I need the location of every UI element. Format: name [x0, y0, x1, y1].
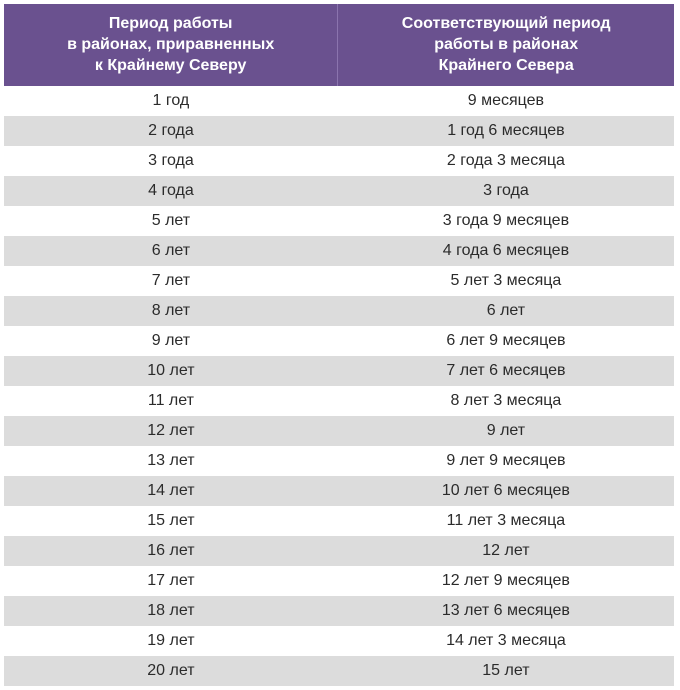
cell-equivalent: 6 лет — [338, 296, 674, 326]
table-row: 19 лет14 лет 3 месяца — [4, 626, 674, 656]
cell-period: 14 лет — [4, 476, 338, 506]
cell-equivalent: 3 года 9 месяцев — [338, 206, 674, 236]
cell-equivalent: 9 месяцев — [338, 86, 674, 116]
table-row: 10 лет7 лет 6 месяцев — [4, 356, 674, 386]
cell-period: 3 года — [4, 146, 338, 176]
cell-period: 16 лет — [4, 536, 338, 566]
conversion-table: Период работыв районах, приравненныхк Кр… — [4, 4, 674, 686]
cell-equivalent: 1 год 6 месяцев — [338, 116, 674, 146]
table-row: 4 года3 года — [4, 176, 674, 206]
cell-equivalent: 10 лет 6 месяцев — [338, 476, 674, 506]
header-col-1: Период работыв районах, приравненныхк Кр… — [4, 4, 338, 86]
header-col-2: Соответствующий периодработы в районахКр… — [338, 4, 674, 86]
table-row: 3 года2 года 3 месяца — [4, 146, 674, 176]
table-row: 1 год9 месяцев — [4, 86, 674, 116]
cell-equivalent: 12 лет 9 месяцев — [338, 566, 674, 596]
table-row: 12 лет9 лет — [4, 416, 674, 446]
cell-equivalent: 7 лет 6 месяцев — [338, 356, 674, 386]
cell-equivalent: 14 лет 3 месяца — [338, 626, 674, 656]
cell-period: 6 лет — [4, 236, 338, 266]
cell-equivalent: 8 лет 3 месяца — [338, 386, 674, 416]
cell-equivalent: 15 лет — [338, 656, 674, 686]
cell-equivalent: 11 лет 3 месяца — [338, 506, 674, 536]
table-row: 7 лет5 лет 3 месяца — [4, 266, 674, 296]
table-row: 11 лет8 лет 3 месяца — [4, 386, 674, 416]
table-row: 2 года1 год 6 месяцев — [4, 116, 674, 146]
cell-period: 5 лет — [4, 206, 338, 236]
table-row: 16 лет12 лет — [4, 536, 674, 566]
table-row: 17 лет12 лет 9 месяцев — [4, 566, 674, 596]
cell-period: 15 лет — [4, 506, 338, 536]
table-row: 20 лет15 лет — [4, 656, 674, 686]
cell-equivalent: 3 года — [338, 176, 674, 206]
table-header: Период работыв районах, приравненныхк Кр… — [4, 4, 674, 86]
cell-period: 11 лет — [4, 386, 338, 416]
cell-equivalent: 12 лет — [338, 536, 674, 566]
table-row: 13 лет9 лет 9 месяцев — [4, 446, 674, 476]
cell-equivalent: 5 лет 3 месяца — [338, 266, 674, 296]
cell-equivalent: 13 лет 6 месяцев — [338, 596, 674, 626]
table-row: 18 лет13 лет 6 месяцев — [4, 596, 674, 626]
table-row: 9 лет6 лет 9 месяцев — [4, 326, 674, 356]
table-row: 6 лет4 года 6 месяцев — [4, 236, 674, 266]
table-row: 15 лет11 лет 3 месяца — [4, 506, 674, 536]
table-row: 8 лет6 лет — [4, 296, 674, 326]
table-row: 14 лет10 лет 6 месяцев — [4, 476, 674, 506]
cell-period: 8 лет — [4, 296, 338, 326]
cell-period: 9 лет — [4, 326, 338, 356]
cell-equivalent: 4 года 6 месяцев — [338, 236, 674, 266]
cell-period: 2 года — [4, 116, 338, 146]
cell-period: 19 лет — [4, 626, 338, 656]
cell-period: 4 года — [4, 176, 338, 206]
cell-period: 18 лет — [4, 596, 338, 626]
cell-period: 1 год — [4, 86, 338, 116]
cell-equivalent: 9 лет — [338, 416, 674, 446]
cell-equivalent: 9 лет 9 месяцев — [338, 446, 674, 476]
cell-equivalent: 2 года 3 месяца — [338, 146, 674, 176]
table-row: 5 лет3 года 9 месяцев — [4, 206, 674, 236]
cell-period: 7 лет — [4, 266, 338, 296]
table-body: 1 год9 месяцев 2 года1 год 6 месяцев 3 г… — [4, 86, 674, 686]
cell-period: 17 лет — [4, 566, 338, 596]
conversion-table-container: Период работыв районах, приравненныхк Кр… — [4, 4, 674, 686]
cell-period: 13 лет — [4, 446, 338, 476]
cell-period: 20 лет — [4, 656, 338, 686]
cell-equivalent: 6 лет 9 месяцев — [338, 326, 674, 356]
cell-period: 12 лет — [4, 416, 338, 446]
cell-period: 10 лет — [4, 356, 338, 386]
